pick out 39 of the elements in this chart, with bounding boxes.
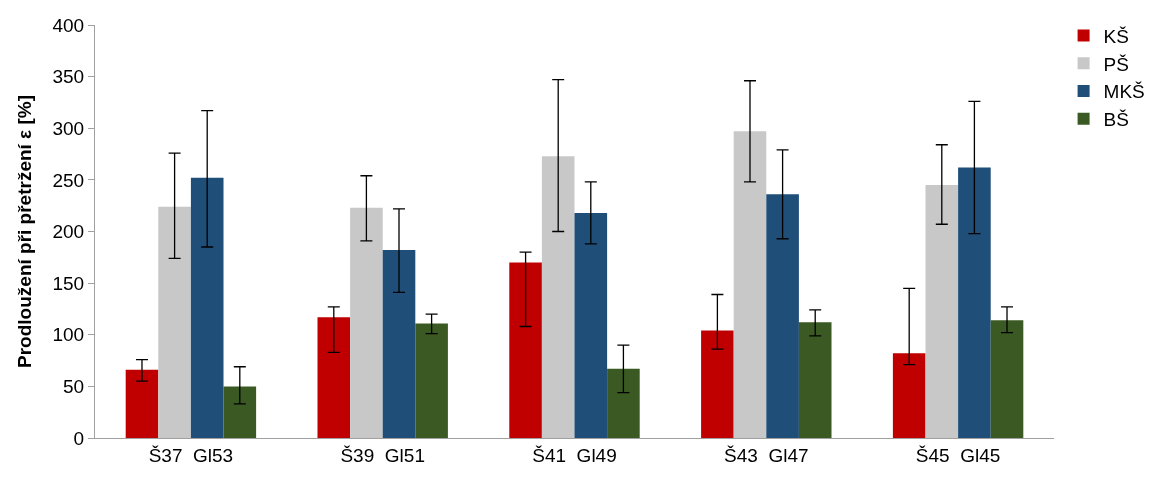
bar: [733, 131, 767, 438]
y-tick-label: 300: [52, 117, 85, 139]
bar: [766, 194, 799, 438]
bar: [223, 386, 257, 438]
y-tick-label: 250: [52, 169, 85, 191]
x-tick-label: Š37 Gl53: [148, 444, 234, 466]
bar: [190, 177, 224, 438]
bar: [317, 317, 351, 438]
bar: [509, 262, 542, 438]
bar: [574, 212, 608, 438]
bar: [125, 369, 159, 438]
legend-label: MKŠ: [1103, 81, 1145, 103]
bar: [541, 156, 575, 438]
y-tick-label: 50: [63, 376, 85, 398]
y-tick-label: 150: [52, 272, 85, 294]
bar: [925, 185, 959, 438]
bar: [382, 250, 416, 438]
y-tick-label: 0: [73, 427, 85, 449]
bar: [415, 323, 448, 438]
bar: [990, 320, 1024, 438]
x-tick-label: Š45 Gl45: [915, 444, 1001, 466]
bar: [892, 353, 926, 438]
y-tick-label: 400: [52, 14, 85, 36]
legend-label: KŠ: [1103, 26, 1129, 47]
bar: [350, 207, 383, 438]
y-tick-label: 100: [52, 324, 85, 346]
bar: [958, 167, 991, 438]
y-axis-title: Prodloužení při přetržení ε [%]: [14, 95, 36, 368]
bar: [607, 368, 640, 438]
legend-label: PŠ: [1103, 53, 1129, 75]
y-tick-label: 200: [52, 221, 85, 243]
y-tick-label: 350: [52, 66, 85, 88]
x-tick-label: Š41 Gl49: [532, 444, 617, 466]
bar: [701, 330, 734, 438]
x-tick-label: Š43 Gl47: [724, 444, 809, 466]
bar: [158, 206, 191, 438]
legend-label: BŠ: [1103, 109, 1129, 131]
x-tick-label: Š39 Gl51: [340, 444, 425, 466]
bar: [798, 322, 832, 438]
